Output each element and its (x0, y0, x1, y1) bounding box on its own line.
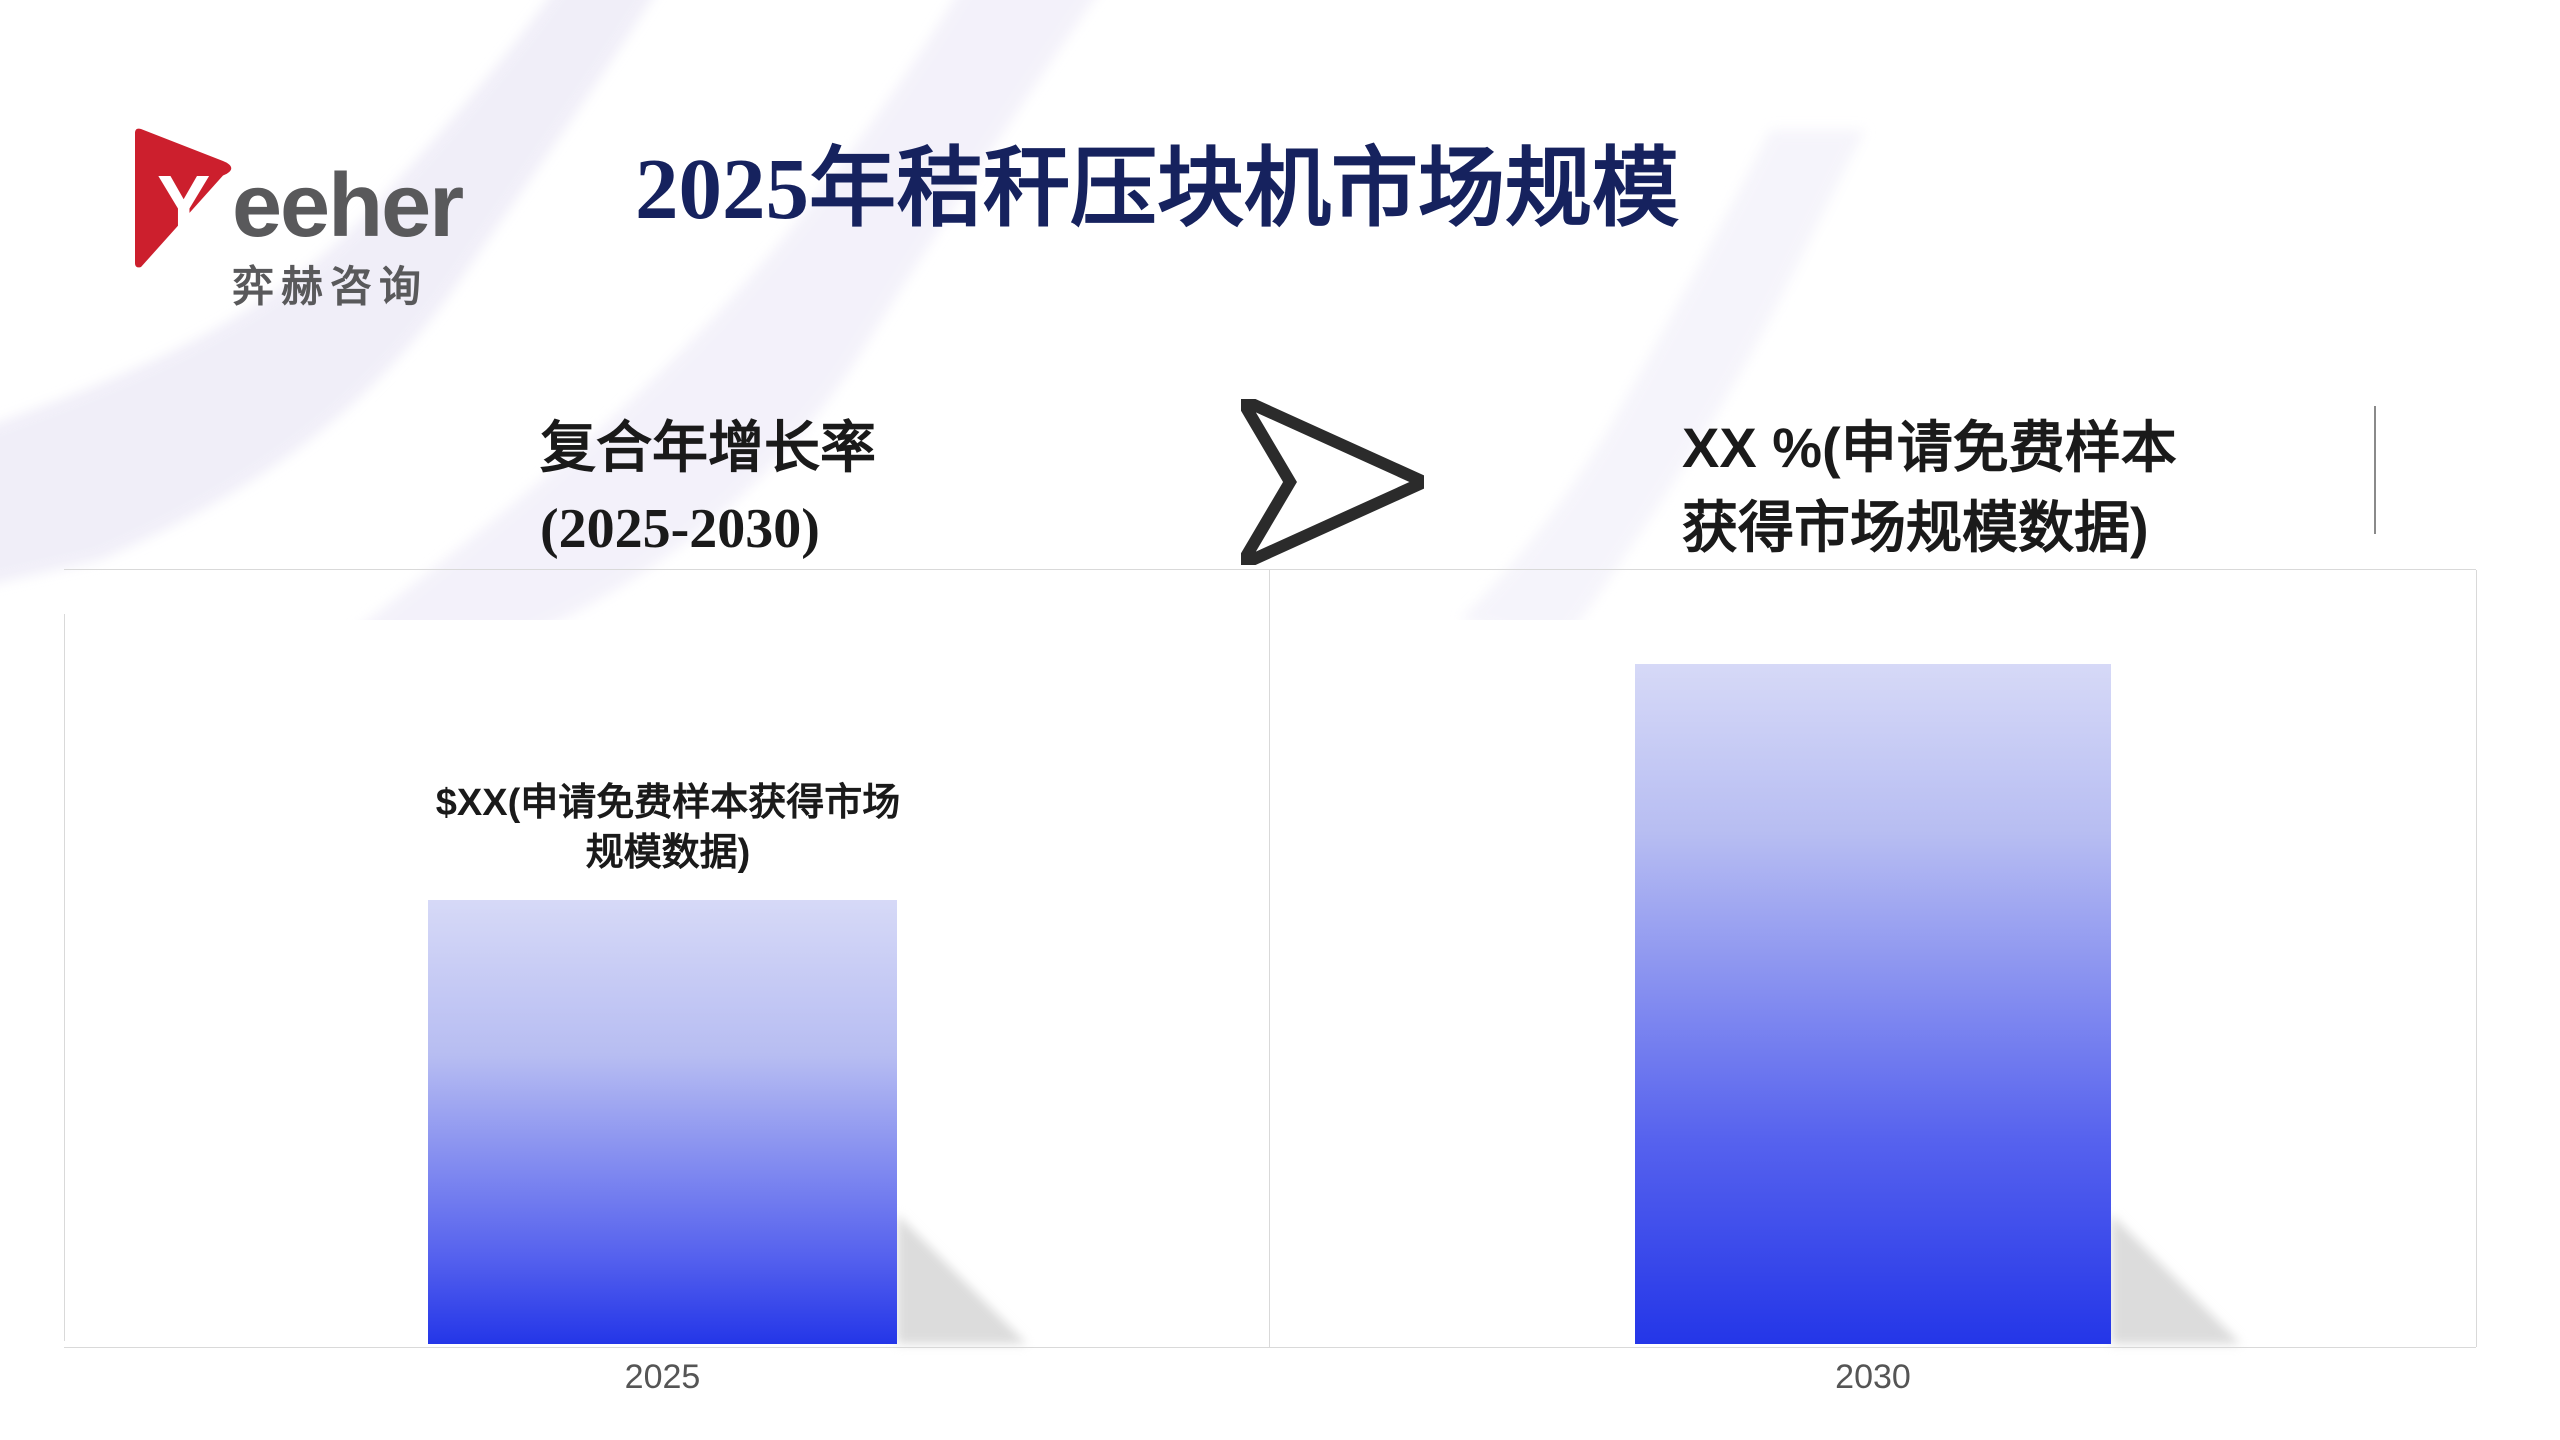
svg-text:Y: Y (157, 159, 210, 248)
